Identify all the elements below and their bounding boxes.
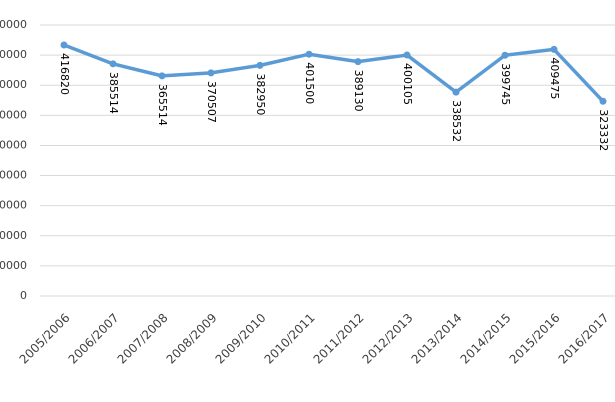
y-tick-label: 100000 <box>0 229 27 242</box>
point <box>109 60 117 68</box>
x-tick-label: 2014/2015 <box>458 311 514 367</box>
point <box>452 88 460 96</box>
y-tick-label: 150000 <box>0 199 27 212</box>
y-tick-label: 200000 <box>0 169 27 182</box>
y-tick-label: 250000 <box>0 138 27 151</box>
data-label: 416820 <box>58 53 71 95</box>
x-tick-label: 2005/2006 <box>17 311 73 367</box>
x-tick-label: 2006/2007 <box>66 311 122 367</box>
data-label: 338532 <box>450 100 463 142</box>
data-label: 400105 <box>401 63 414 105</box>
x-tick-label: 2011/2012 <box>311 311 367 367</box>
x-tick-label: 2008/2009 <box>164 311 220 367</box>
data-label: 382950 <box>254 73 267 115</box>
point <box>501 51 509 59</box>
y-tick-label: 400000 <box>0 48 27 61</box>
x-tick-label: 2015/2016 <box>507 311 563 367</box>
point <box>60 41 68 49</box>
data-label: 385514 <box>107 72 120 114</box>
x-tick-label: 2016/2017 <box>556 311 612 367</box>
point <box>599 97 607 105</box>
y-tick-label: 50000 <box>0 259 27 272</box>
point <box>403 51 411 59</box>
data-label: 409475 <box>548 57 561 99</box>
y-tick-label: 350000 <box>0 78 27 91</box>
point <box>207 69 215 77</box>
point <box>305 50 313 58</box>
data-label: 365514 <box>156 84 169 126</box>
y-tick-label: 300000 <box>0 108 27 121</box>
y-tick-label: 0 <box>20 289 27 302</box>
x-tick-label: 2013/2014 <box>409 311 465 367</box>
x-tick-label: 2009/2010 <box>213 311 269 367</box>
line <box>63 43 605 103</box>
x-tick-label: 2012/2013 <box>360 311 416 367</box>
x-tick-label: 2007/2008 <box>115 311 171 367</box>
x-tick-label: 2010/2011 <box>262 311 318 367</box>
point <box>354 58 362 66</box>
data-label: 399745 <box>499 63 512 105</box>
point <box>550 45 558 53</box>
data-label: 323332 <box>597 109 610 151</box>
data-label: 401500 <box>303 62 316 104</box>
y-tick-label: 450000 <box>0 18 27 31</box>
point <box>256 61 264 69</box>
data-label: 370507 <box>205 81 218 123</box>
point <box>158 72 166 80</box>
data-label: 389130 <box>352 70 365 112</box>
